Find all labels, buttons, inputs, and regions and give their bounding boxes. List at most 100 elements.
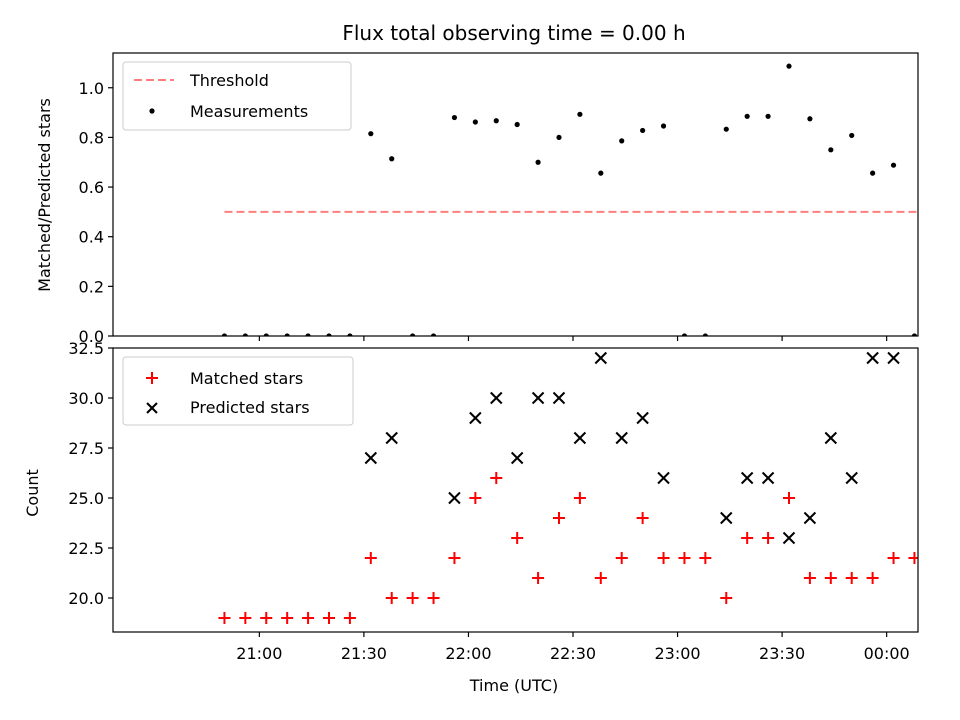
measurement-point [577,111,583,117]
bottom-y-tick-label: 20.0 [68,589,104,608]
predicted-star-point [531,391,545,405]
predicted-star-point [657,471,670,485]
measurement-point [765,113,771,119]
bottom-y-tick-label: 27.5 [68,439,104,458]
measurement-point [640,127,646,134]
matched-star-point [281,612,294,624]
measurement-point [305,333,311,336]
measurement-point [723,126,729,132]
measurement-point [326,333,332,336]
bottom-axes-frame [112,347,919,633]
predicted-star-point [552,391,566,405]
measurement-point [493,118,499,124]
bottom-legend-box [122,356,354,426]
predicted-star-point [761,471,775,485]
predicted-star-point [824,431,838,445]
top-axes-frame [112,52,919,337]
matched-star-point [469,492,482,504]
matched-star-point [343,612,356,624]
legend-threshold-label: Threshold [189,71,269,90]
matched-star-point [678,552,691,564]
measurement-point [828,147,834,153]
matched-star-point [741,532,754,544]
matched-star-point [322,612,335,624]
bottom-y-ticks: 20.0 22.5 25.0 27.5 30.0 32.5 [68,339,113,608]
matched-star-point [385,592,398,604]
x-tick-label: 21:30 [341,644,387,663]
top-y-tick-label: 0.0 [79,327,104,346]
x-tick-label: 23:30 [759,644,805,663]
matched-star-point [657,552,670,564]
bottom-y-axis-label: Count [23,469,42,517]
predicted-star-point [385,431,398,445]
chart-title: Flux total observing time = 0.00 h [342,21,685,45]
flux-ratio-panel: Flux total observing time = 0.00 h Match… [35,21,919,346]
matched-star-point [302,612,315,624]
predicted-star-point [845,471,858,485]
x-tick-label: 21:00 [236,644,282,663]
legend-predicted-swatch [146,402,158,414]
matched-star-point [218,612,231,624]
matched-star-point [239,612,252,624]
predicted-star-point [866,351,879,365]
measurement-point [807,116,813,122]
matched-star-point [762,532,775,544]
measurement-point [410,333,416,336]
top-marks [221,63,918,336]
measurement-point [870,170,876,176]
measurement-point [430,333,437,336]
top-y-tick-label: 0.4 [79,228,104,247]
measurement-point [514,121,520,128]
measurement-point [284,333,290,336]
top-x-ticks [258,336,888,341]
measurement-point [619,138,625,144]
top-y-tick-label: 0.6 [79,178,104,197]
matched-star-point [573,492,586,504]
predicted-star-point [782,531,796,545]
top-legend-box [122,61,352,131]
predicted-star-point [490,391,503,405]
measurement-point [660,123,667,129]
star-count-panel: Count Time (UTC) 20.0 22.5 25.0 27.5 30.0 32.… [23,339,919,695]
bottom-x-ticks: 21:00 21:30 22:00 22:30 23:00 23:30 00:00 [236,632,910,663]
matched-star-point [908,552,918,564]
predicted-star-point [887,351,900,365]
x-tick-label: 00:00 [864,644,910,663]
predicted-star-point [448,491,461,505]
bottom-y-tick-label: 25.0 [68,489,104,508]
predicted-star-point [636,411,649,425]
top-y-tick-label: 0.2 [79,277,104,296]
measurement-point [451,114,458,121]
matched-star-point [720,592,733,604]
measurement-point [368,131,374,137]
predicted-star-point [803,511,817,525]
legend-matched-label: Matched stars [190,369,303,388]
matched-star-point [427,592,440,604]
x-tick-label: 22:30 [550,644,596,663]
bottom-marks [218,351,918,624]
measurement-point [389,156,395,162]
matched-star-point [887,552,900,564]
predicted-star-point [720,511,733,525]
matched-star-point [594,572,607,584]
top-y-ticks: 0.0 0.2 0.4 0.6 0.8 1.0 [79,79,113,346]
measurement-point [472,119,478,125]
bottom-y-tick-label: 32.5 [68,339,104,358]
predicted-star-point [469,411,482,425]
matched-star-point [636,512,649,524]
predicted-star-point [573,431,587,445]
measurement-point [221,333,228,336]
matched-star-point [532,572,545,584]
x-tick-label: 23:00 [654,644,700,663]
matched-star-point [782,492,795,504]
legend-measurements-swatch [149,108,155,114]
matched-star-point [511,532,524,544]
bottom-y-tick-label: 30.0 [68,389,104,408]
top-y-axis-label: Matched/Predicted stars [35,98,54,292]
measurement-point [744,113,750,119]
measurement-point [890,162,897,168]
matched-star-point [699,552,712,564]
measurement-point [681,333,688,336]
predicted-star-point [510,451,524,465]
